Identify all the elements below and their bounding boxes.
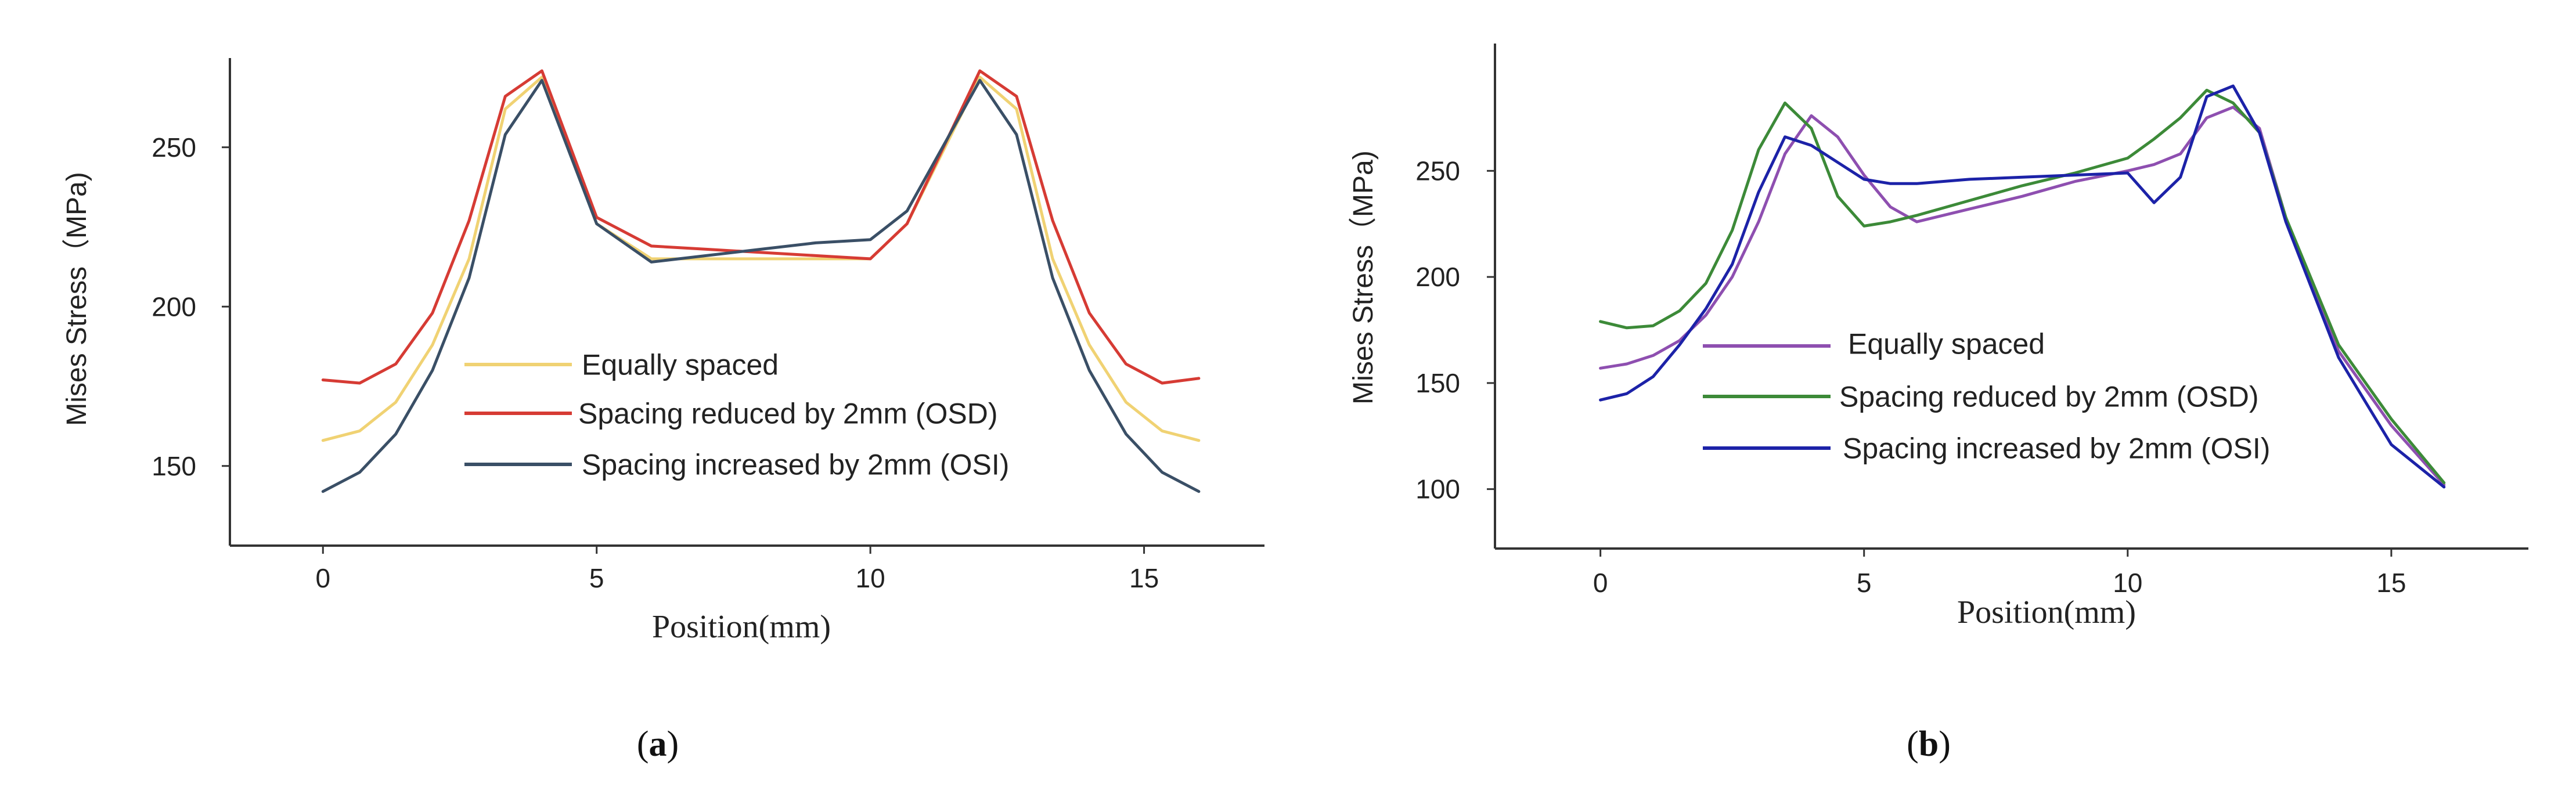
x-tick-label-15-a: 15 (1129, 563, 1159, 593)
panel-letter-a: a (649, 724, 667, 764)
legend-a: Equally spaced Spacing reduced by 2mm (O… (464, 349, 1009, 481)
y-tick-label-150-a: 150 (152, 451, 196, 481)
y-tick-label-250-a: 250 (152, 132, 196, 163)
x-ticks-b: 0 5 10 15 (1593, 549, 2406, 598)
x-tick-label-0-b: 0 (1593, 568, 1608, 598)
x-axis-label-a: Position(mm) (652, 609, 831, 645)
panel-letter-b: b (1919, 724, 1939, 764)
series-line-spacing-increased-by-2mm-osi-a (321, 78, 1201, 493)
x-tick-label-10-b: 10 (2113, 568, 2142, 598)
x-axis-label-b: Position(mm) (1957, 594, 2136, 630)
x-tick-label-5-a: 5 (589, 563, 604, 593)
legend-label-osd-a: Spacing reduced by 2mm (OSD) (578, 398, 998, 430)
y-ticks-a: 150 200 250 (152, 132, 230, 481)
x-tick-label-0-a: 0 (315, 563, 330, 593)
x-ticks-a: 0 5 10 15 (315, 546, 1159, 593)
x-tick-label-5-b: 5 (1857, 568, 1872, 598)
y-tick-label-150-b: 150 (1415, 368, 1460, 398)
y-tick-label-250-b: 250 (1415, 156, 1460, 186)
series-layer-a (321, 69, 1201, 493)
legend-label-equally-spaced-b: Equally spaced (1848, 328, 2045, 360)
y-tick-label-200-b: 200 (1415, 262, 1460, 292)
y-axis-label-b: Mises Stress（MPa) (1348, 150, 1379, 404)
series-layer-b (1599, 84, 2446, 489)
chart-panel-a: 0 5 10 15 150 200 250 Mises Stress（MPa) Posit… (62, 58, 1264, 764)
y-tick-label-100-b: 100 (1415, 474, 1460, 504)
series-line-spacing-reduced-by-2mm-osd-a (321, 69, 1201, 385)
legend-label-equally-spaced-a: Equally spaced (582, 349, 779, 381)
series-line-equally-spaced-a (321, 75, 1201, 442)
panel-label-a: (a) (637, 724, 679, 764)
series-line-spacing-increased-by-2mm-osi-b (1599, 84, 2446, 489)
y-tick-label-200-a: 200 (152, 291, 196, 322)
legend-label-osi-a: Spacing increased by 2mm (OSI) (582, 449, 1009, 481)
x-tick-label-15-b: 15 (2376, 568, 2406, 598)
y-axis-label-a: Mises Stress（MPa) (62, 172, 92, 425)
chart-panel-b: 0 5 10 15 100 150 200 250 Mises Stress（MPa) Po… (1348, 44, 2528, 764)
panel-label-b: (b) (1907, 724, 1951, 764)
x-tick-label-10-a: 10 (856, 563, 885, 593)
legend-label-osi-b: Spacing increased by 2mm (OSI) (1843, 432, 2270, 465)
legend-label-osd-b: Spacing reduced by 2mm (OSD) (1839, 381, 2259, 413)
y-ticks-b: 100 150 200 250 (1415, 156, 1495, 504)
legend-b: Equally spaced Spacing reduced by 2mm (O… (1703, 328, 2270, 465)
